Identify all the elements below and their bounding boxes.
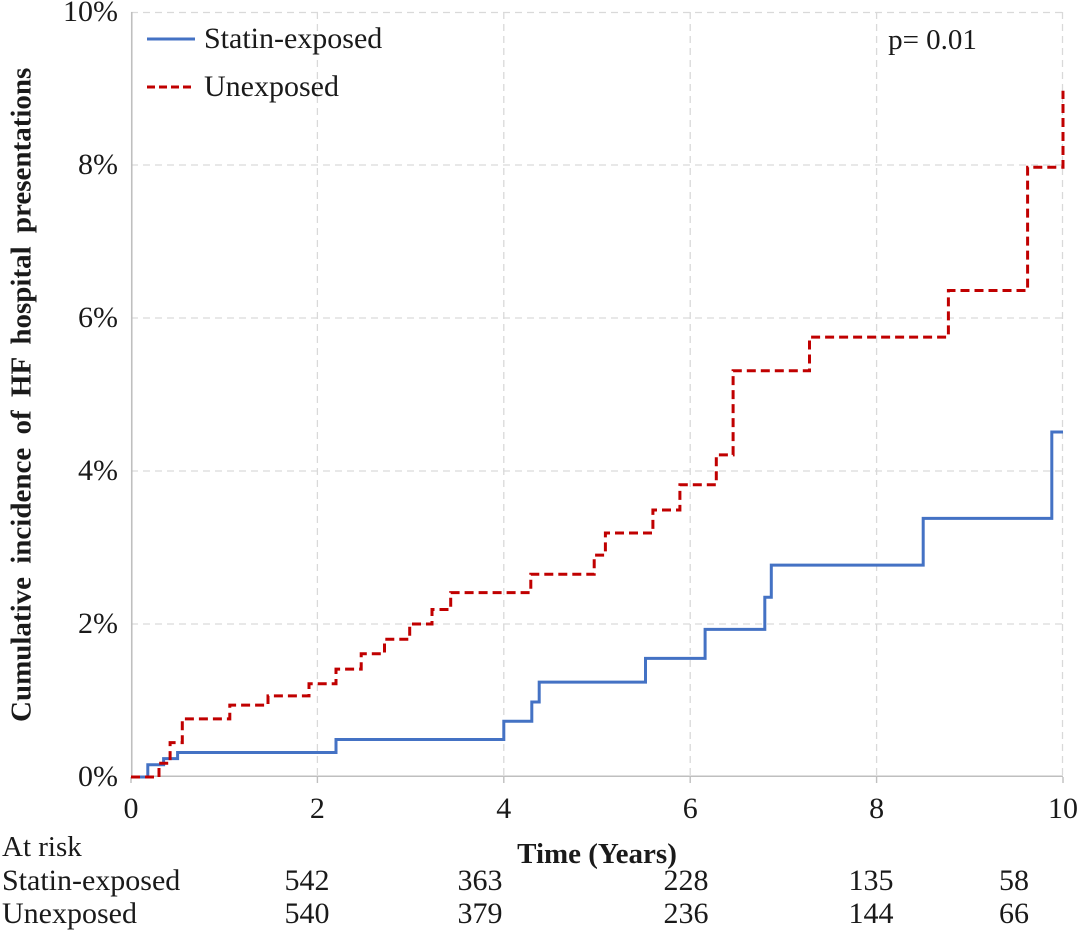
at-risk-count: 236	[663, 897, 709, 930]
p-value-annotation: p= 0.01	[888, 24, 977, 56]
y-tick-label: 10%	[63, 0, 118, 28]
at-risk-count: 144	[848, 897, 894, 930]
legend-item-unexposed: Unexposed	[146, 70, 382, 104]
legend-label-statin-exposed: Statin-exposed	[204, 22, 383, 55]
x-tick-label: 0	[123, 792, 139, 825]
plot-area	[130, 11, 1065, 783]
y-tick-label: 0%	[78, 760, 118, 793]
x-tick-label: 6	[682, 792, 698, 825]
at-risk-row-label: Statin-exposed	[2, 864, 181, 897]
at-risk-count: 228	[663, 864, 709, 897]
at-risk-row-label: Unexposed	[2, 897, 137, 930]
at-risk-label: At risk	[2, 831, 82, 863]
legend: Statin-exposed Unexposed	[146, 22, 382, 118]
y-axis-title: Cumulative incidence of HF hospital pres…	[5, 67, 38, 722]
at-risk-count: 135	[848, 864, 894, 897]
legend-item-statin-exposed: Statin-exposed	[146, 22, 382, 56]
y-tick-label: 6%	[78, 301, 118, 334]
at-risk-count: 542	[284, 864, 330, 897]
y-tick-label: 2%	[78, 607, 118, 640]
curve-unexposed	[131, 90, 1065, 779]
at-risk-count: 66	[999, 897, 1029, 930]
at-risk-count: 58	[999, 864, 1029, 897]
y-tick-label: 4%	[78, 454, 118, 487]
x-tick-label: 8	[869, 792, 885, 825]
legend-line-solid-icon	[147, 37, 195, 41]
curve-statin-exposed	[131, 430, 1063, 779]
at-risk-count: 379	[457, 897, 503, 930]
x-axis-title: Time (Years)	[517, 838, 677, 870]
at-risk-count: 363	[457, 864, 503, 897]
x-tick-label: 2	[309, 792, 325, 825]
y-tick-label: 8%	[78, 148, 118, 181]
x-tick-label: 10	[1048, 792, 1078, 825]
x-tick-label: 4	[496, 792, 512, 825]
at-risk-count: 540	[284, 897, 330, 930]
legend-label-unexposed: Unexposed	[204, 70, 339, 103]
legend-line-dashed-icon	[147, 85, 195, 89]
